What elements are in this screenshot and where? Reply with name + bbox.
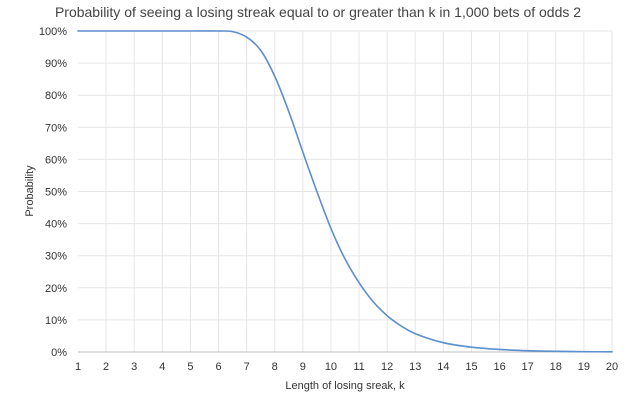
y-tick-label: 40% xyxy=(45,219,67,231)
x-tick-label: 5 xyxy=(187,361,193,373)
y-tick-label: 90% xyxy=(45,58,67,70)
probability-series-line xyxy=(77,30,613,353)
series xyxy=(77,30,613,353)
x-tick-label: 19 xyxy=(578,361,590,373)
x-tick-label: 7 xyxy=(244,361,250,373)
x-tick-label: 1 xyxy=(75,361,81,373)
x-tick-label: 10 xyxy=(325,361,337,373)
y-tick-label: 20% xyxy=(45,283,67,295)
chart-title: Probability of seeing a losing streak eq… xyxy=(55,4,581,20)
x-tick-label: 6 xyxy=(215,361,221,373)
y-tick-labels: 0% 10% 20% 30% 40% 50% 60% 70% 80% 90% 100% xyxy=(39,26,67,359)
x-tick-label: 15 xyxy=(465,361,477,373)
y-tick-label: 0% xyxy=(51,347,67,359)
y-axis-label: Probability xyxy=(24,165,36,217)
x-tick-label: 3 xyxy=(131,361,137,373)
x-tick-labels: 1 2 3 4 5 6 7 8 9 10 11 12 13 14 15 16 17 18 19 20 xyxy=(75,361,618,373)
y-tick-label: 50% xyxy=(45,187,67,199)
x-tick-label: 11 xyxy=(353,361,364,373)
x-tick-label: 9 xyxy=(300,361,306,373)
x-tick-label: 18 xyxy=(550,361,562,373)
x-tick-label: 17 xyxy=(522,361,534,373)
x-tick-label: 20 xyxy=(606,361,618,373)
x-tick-label: 13 xyxy=(409,361,421,373)
x-tick-label: 16 xyxy=(493,361,505,373)
x-tick-label: 14 xyxy=(437,361,449,373)
x-axis-label: Length of losing sreak, k xyxy=(285,380,405,392)
y-tick-label: 80% xyxy=(45,90,67,102)
y-tick-label: 100% xyxy=(39,26,67,38)
y-tick-label: 30% xyxy=(45,251,67,263)
x-tick-label: 8 xyxy=(272,361,278,373)
y-tick-label: 60% xyxy=(45,154,67,166)
x-tick-label: 4 xyxy=(159,361,165,373)
x-tick-label: 12 xyxy=(381,361,393,373)
gridlines xyxy=(78,30,613,352)
y-tick-label: 10% xyxy=(45,315,67,327)
y-tick-label: 70% xyxy=(45,122,67,134)
x-tick-label: 2 xyxy=(103,361,109,373)
